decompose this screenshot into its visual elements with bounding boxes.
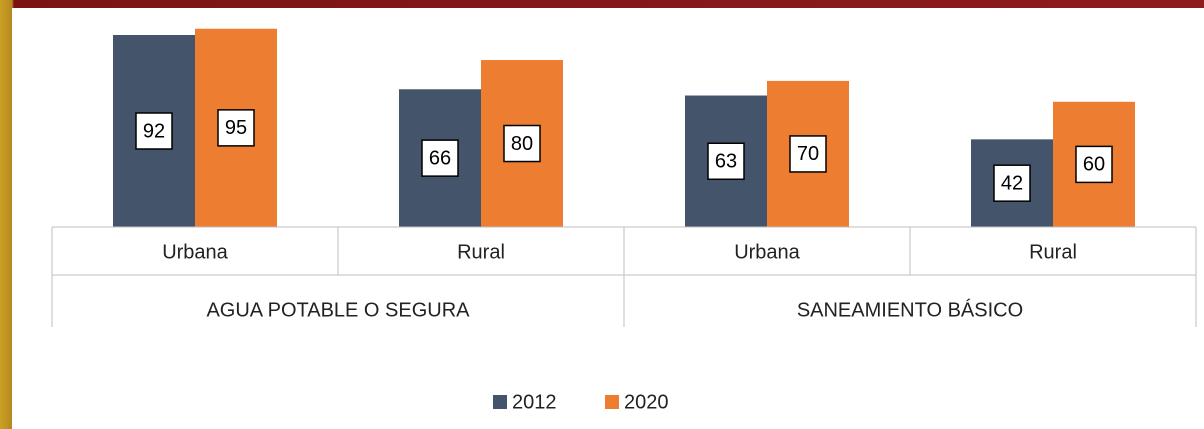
x-tick-label: Urbana	[734, 241, 800, 263]
x-tick-label: Rural	[457, 241, 505, 263]
data-label: 95	[225, 117, 247, 139]
x-tick-label: Urbana	[162, 241, 228, 263]
group-label: SANEAMIENTO BÁSICO	[797, 298, 1023, 321]
legend-label: 2012	[512, 391, 557, 413]
data-label: 42	[1001, 172, 1023, 194]
legend-label: 2020	[624, 391, 669, 413]
data-label: 60	[1083, 154, 1105, 176]
legend-swatch	[605, 395, 619, 409]
data-label: 70	[797, 143, 819, 165]
data-label: 92	[143, 120, 165, 142]
data-label: 80	[511, 133, 533, 155]
x-tick-label: Rural	[1029, 241, 1077, 263]
data-label: 66	[429, 147, 451, 169]
chart: 92 95 Urbana 66 80 Rural 63 70 Urbana 42 60 Rural AG…	[0, 0, 1204, 429]
data-label: 63	[715, 151, 737, 173]
legend-swatch	[493, 395, 507, 409]
group-label: AGUA POTABLE O SEGURA	[206, 299, 470, 321]
